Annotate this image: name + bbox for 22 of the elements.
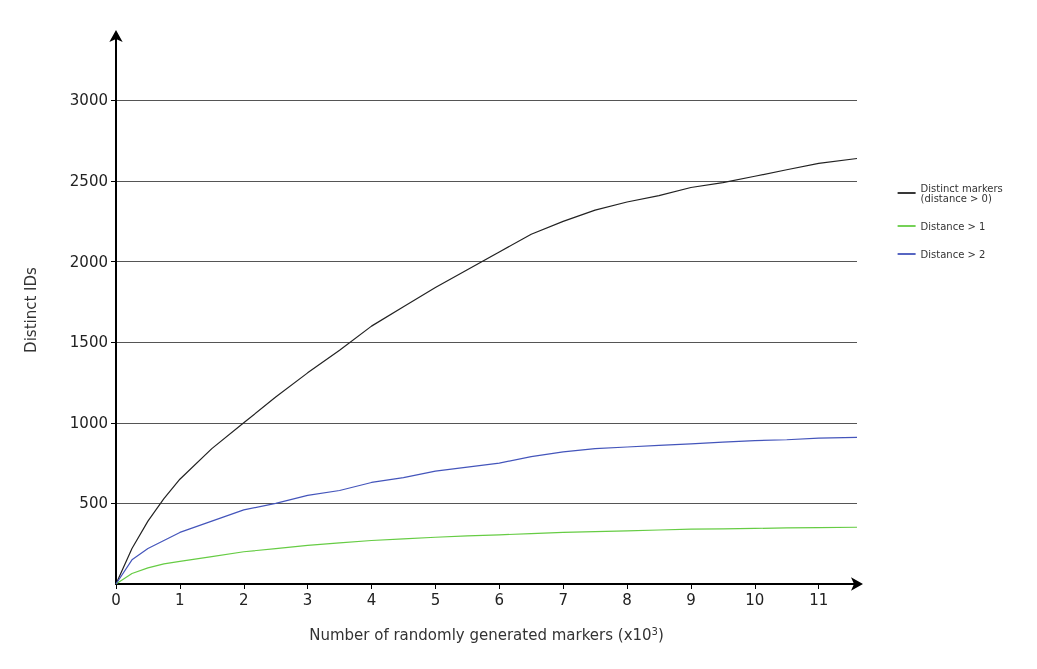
y-tick-label: 2000	[69, 252, 108, 271]
x-tick-label: 5	[430, 590, 441, 609]
x-tick-label: 6	[494, 590, 505, 609]
legend-label: Distance > 2	[920, 248, 986, 260]
x-tick-label: 3	[302, 590, 313, 609]
x-tick-label: 1	[175, 590, 185, 609]
y-tick-label: 1500	[69, 333, 108, 352]
y-tick-label: 2500	[69, 172, 108, 191]
x-tick-label: 4	[366, 590, 377, 609]
x-tick-label: 2	[238, 590, 249, 609]
legend-label: Distinct markers (distance > 0)	[920, 182, 1006, 204]
y-tick-label: 500	[79, 494, 108, 513]
x-tick-label: 10	[745, 590, 765, 609]
x-tick-label: 11	[809, 590, 829, 609]
x-tick-label: 7	[558, 590, 568, 609]
legend-label: Distance > 1	[920, 220, 986, 232]
y-tick-label: 3000	[69, 91, 108, 110]
x-tick-label: 0	[111, 590, 121, 609]
y-tick-label: 1000	[69, 413, 108, 432]
y-axis-title: Distinct IDs	[21, 266, 40, 353]
x-tick-label: 8	[622, 590, 632, 609]
x-tick-label: 9	[686, 590, 696, 609]
